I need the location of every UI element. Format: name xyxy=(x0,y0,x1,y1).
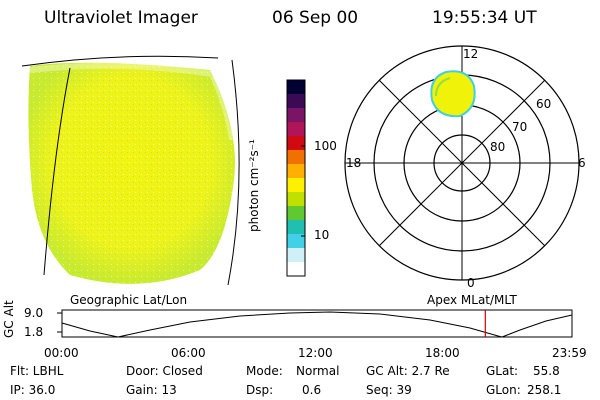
auroral-oval xyxy=(430,70,476,118)
mlt-label-12: 12 xyxy=(463,47,479,61)
altitude-curve xyxy=(61,311,573,338)
lat-label-60: 60 xyxy=(536,97,552,111)
timeline-ytick-9: 9.0 xyxy=(24,306,44,320)
info-door: Door: Closed xyxy=(126,364,203,378)
mlt-label-18: 18 xyxy=(346,156,362,170)
time-tick-4: 23:59 xyxy=(552,346,587,360)
info-mode-label: Mode: xyxy=(246,364,283,378)
info-ip: IP: 36.0 xyxy=(10,383,56,397)
mlt-label-0: 0 xyxy=(467,276,475,290)
date-label: 06 Sep 00 xyxy=(272,8,359,28)
colorbar-segment xyxy=(287,94,305,109)
timeline-y-title: GC Alt xyxy=(2,300,16,338)
colorbar-segment xyxy=(287,150,305,165)
timeline-left-label: Geographic Lat/Lon xyxy=(70,293,188,307)
timeline-ytick-1-8: 1.8 xyxy=(24,325,44,339)
colorbar-unit-label: photon cm⁻²s⁻¹ xyxy=(247,139,261,232)
lat-label-80: 80 xyxy=(490,140,506,154)
polar-axis-diagonal xyxy=(378,79,546,247)
colorbar-segment xyxy=(287,192,305,207)
colorbar-tick-100: 100 xyxy=(314,139,337,153)
colorbar-segment xyxy=(287,136,305,151)
info-seq: Seq: 39 xyxy=(366,383,412,397)
info-glon-value: 258.1 xyxy=(527,383,562,397)
instrument-title: Ultraviolet Imager xyxy=(44,8,198,28)
colorbar-segment xyxy=(287,164,305,179)
geographic-graticule xyxy=(21,55,240,286)
time-label: 19:55:34 UT xyxy=(432,8,537,28)
colorbar-tick-10: 10 xyxy=(314,228,330,242)
info-gain: Gain: 13 xyxy=(126,383,177,397)
colorbar-segment xyxy=(287,262,305,277)
info-glon-label: GLon: xyxy=(486,383,521,397)
info-glat-value: 55.8 xyxy=(533,364,560,378)
colorbar-segment xyxy=(287,206,305,221)
time-tick-0: 00:00 xyxy=(44,346,79,360)
time-tick-3: 18:00 xyxy=(425,346,460,360)
colorbar xyxy=(286,79,306,277)
lat-label-70: 70 xyxy=(512,120,528,134)
colorbar-segment xyxy=(287,178,305,193)
timeline-right-label: Apex MLat/MLT xyxy=(427,293,517,307)
info-glat-label: GLat: xyxy=(486,364,519,378)
earth-disk xyxy=(28,62,236,284)
colorbar-segment xyxy=(287,80,305,95)
time-tick-1: 06:00 xyxy=(171,346,206,360)
colorbar-segment xyxy=(287,234,305,249)
colorbar-segment xyxy=(287,108,305,123)
colorbar-frame xyxy=(286,79,306,277)
time-tick-2: 12:00 xyxy=(298,346,333,360)
auroral-oval-edge xyxy=(435,77,451,97)
info-filter: Flt: LBHL xyxy=(10,364,64,378)
colorbar-segment xyxy=(287,248,305,263)
colorbar-segment xyxy=(287,220,305,235)
colorbar-segment xyxy=(287,122,305,137)
polar-plot xyxy=(344,45,580,281)
info-gc-alt: GC Alt: 2.7 Re xyxy=(366,364,450,378)
info-dsp-value: 0.6 xyxy=(302,383,322,397)
info-mode-value: Normal xyxy=(296,364,340,378)
mlt-label-6: 6 xyxy=(578,156,586,170)
info-dsp-label: Dsp: xyxy=(246,383,274,397)
timeline-plot xyxy=(57,309,573,338)
